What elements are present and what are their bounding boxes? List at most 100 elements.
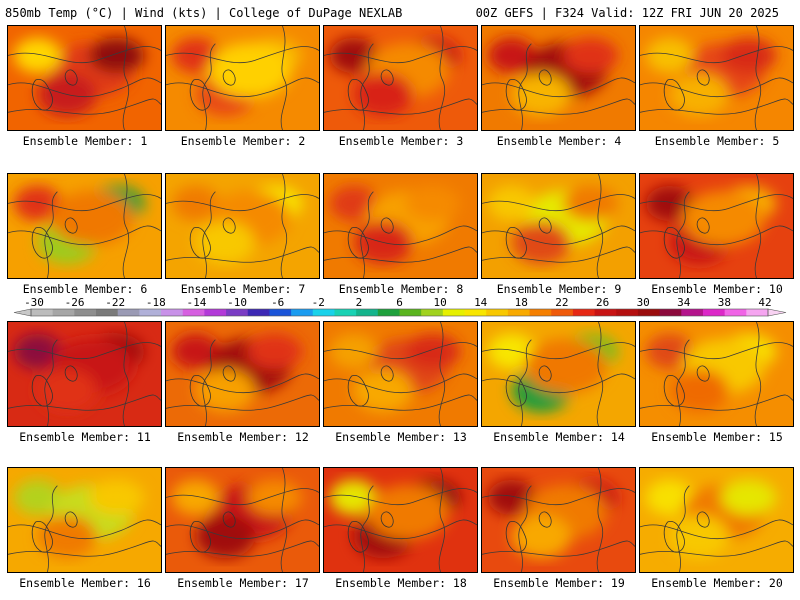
temperature-anomaly-blob (645, 333, 694, 370)
height-contour-line (640, 394, 793, 411)
height-contour-line (166, 394, 319, 411)
height-contour-line (676, 485, 690, 572)
terrain-outline (347, 217, 394, 259)
ensemble-member-label: Ensemble Member: 18 (335, 576, 467, 590)
colorbar-segment (161, 309, 184, 316)
colorbar-segment (312, 309, 335, 316)
temperature-anomaly-blob (645, 479, 694, 516)
colorbar-segment (724, 309, 747, 316)
height-contour-line (202, 43, 216, 130)
height-contour-line (640, 77, 793, 98)
height-contour-line (482, 98, 635, 115)
colorbar-segment (31, 309, 54, 316)
height-contour-line (324, 246, 477, 263)
terrain-outline (189, 217, 236, 259)
colorbar-tick-label: 26 (596, 296, 609, 309)
height-contour-line (324, 488, 477, 506)
colorbar-tick-label: 38 (718, 296, 731, 309)
height-contour-line (202, 191, 216, 278)
height-contour-line (8, 194, 161, 212)
height-contour-line (754, 26, 762, 130)
ensemble-map-panel (7, 467, 162, 573)
colorbar-segment (74, 309, 97, 316)
colorbar-segment (52, 309, 75, 316)
terrain-outline (505, 511, 552, 553)
colorbar-tick-label: -2 (312, 296, 325, 309)
height-contour-line (640, 225, 793, 246)
height-contour-line (166, 77, 319, 98)
temperature-anomaly-blob (88, 37, 145, 74)
temperature-anomaly-blob (171, 37, 220, 74)
colorbar-tick-label: 14 (474, 296, 488, 309)
colorbar-tick-label: 10 (433, 296, 446, 309)
height-contour-line (8, 540, 161, 557)
height-contour-line (518, 339, 532, 426)
ensemble-map-panel (7, 25, 162, 131)
height-contour-line (676, 339, 690, 426)
ensemble-map-panel (481, 321, 636, 427)
height-contour-line (202, 339, 216, 426)
ensemble-member-label: Ensemble Member: 20 (651, 576, 783, 590)
colorbar-right-arrow (767, 308, 787, 317)
height-contour-line (438, 26, 446, 130)
height-contour-line (166, 194, 319, 212)
temperature-anomaly-blob (562, 37, 619, 74)
temperature-anomaly-blob (353, 73, 413, 117)
height-contour-line (482, 246, 635, 263)
colorbar-segment (659, 309, 682, 316)
temperature-anomaly-blob (246, 333, 303, 370)
terrain-outline (189, 69, 236, 111)
terrain-outline (505, 365, 552, 407)
colorbar-segment (334, 309, 357, 316)
ensemble-member-label: Ensemble Member: 10 (651, 282, 783, 296)
height-contour-line (166, 488, 319, 506)
temperature-anomaly-blob (524, 338, 608, 394)
ensemble-map-panel (165, 173, 320, 279)
height-contour-line (482, 540, 635, 557)
height-contour-line (754, 322, 762, 426)
height-contour-line (324, 46, 477, 64)
temperature-anomaly-blob (88, 479, 145, 516)
colorbar-segment (681, 309, 704, 316)
colorbar-tick-label: -10 (227, 296, 247, 309)
colorbar-segment (269, 309, 292, 316)
height-contour-line (8, 98, 161, 115)
height-contour-line (324, 225, 477, 246)
terrain-outline (31, 511, 78, 553)
height-contour-line (438, 468, 446, 572)
height-contour-line (482, 225, 635, 246)
height-contour-line (640, 342, 793, 360)
ensemble-map-panel (165, 25, 320, 131)
temperature-anomaly-blob (404, 333, 461, 370)
colorbar-segment (399, 309, 422, 316)
terrain-outline (505, 217, 552, 259)
ensemble-member-label: Ensemble Member: 17 (177, 576, 309, 590)
height-contour-line (640, 194, 793, 212)
height-contour-line (166, 46, 319, 64)
terrain-outline (347, 69, 394, 111)
height-contour-line (8, 46, 161, 64)
temperature-anomaly-blob (13, 185, 62, 222)
colorbar-segment (139, 309, 162, 316)
height-contour-line (482, 342, 635, 360)
ensemble-member-label: Ensemble Member: 16 (19, 576, 151, 590)
ensemble-map-panel (639, 173, 794, 279)
colorbar-segment (464, 309, 487, 316)
ensemble-member-label: Ensemble Member: 14 (493, 430, 625, 444)
colorbar-tick-label: 22 (555, 296, 568, 309)
colorbar-tick-label: 18 (515, 296, 528, 309)
colorbar-segment (226, 309, 249, 316)
ensemble-map-panel (7, 173, 162, 279)
height-contour-line (324, 342, 477, 360)
ensemble-map-panel (323, 321, 478, 427)
colorbar-segment (356, 309, 379, 316)
temperature-anomaly-blob (13, 37, 62, 74)
colorbar-segment (291, 309, 314, 316)
height-contour-line (640, 98, 793, 115)
temperature-anomaly-blob (645, 185, 694, 222)
temperature-anomaly-blob (171, 185, 220, 222)
terrain-outline (347, 365, 394, 407)
colorbar-segment (247, 309, 270, 316)
header-left-title: 850mb Temp (°C) | Wind (kts) | College o… (5, 6, 403, 20)
colorbar-segment (486, 309, 509, 316)
